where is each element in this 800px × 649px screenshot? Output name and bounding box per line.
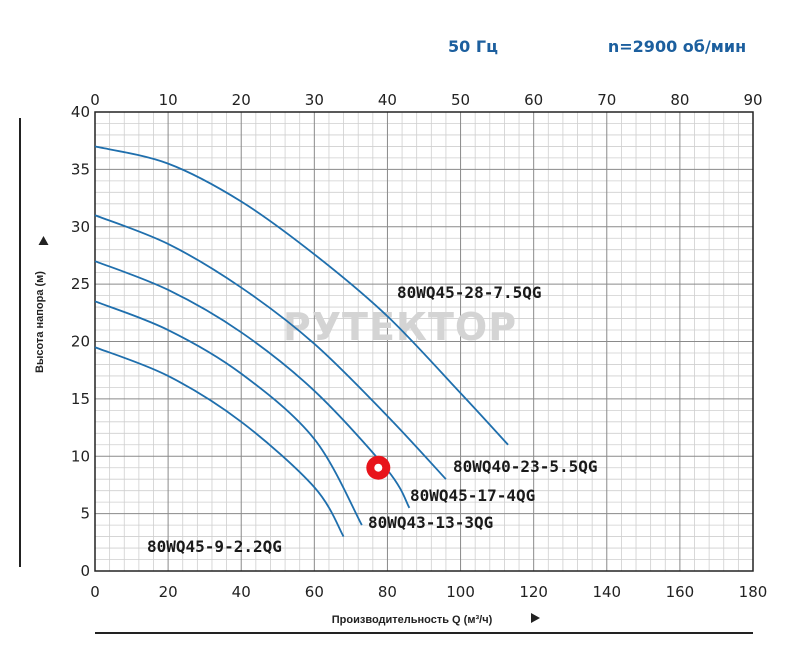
frequency-label: 50 Гц bbox=[448, 37, 498, 56]
x-axis-label: Производительность Q (м³/ч) bbox=[332, 614, 493, 626]
x-axis-arrow-icon bbox=[531, 613, 540, 623]
pump-curve bbox=[94, 260, 411, 509]
curve-label: 80WQ45-9-2.2QG bbox=[147, 537, 282, 556]
x-tick-label: 180 bbox=[739, 583, 768, 601]
x-top-tick-label: 30 bbox=[305, 91, 324, 109]
y-tick-label: 15 bbox=[71, 390, 90, 408]
x-top-tick-label: 20 bbox=[232, 91, 251, 109]
y-tick-label: 30 bbox=[71, 218, 90, 236]
x-tick-label: 160 bbox=[666, 583, 695, 601]
x-tick-label: 140 bbox=[592, 583, 621, 601]
speed-label: n=2900 об/мин bbox=[608, 37, 746, 56]
pump-curve bbox=[94, 214, 447, 480]
pump-curve bbox=[94, 145, 509, 446]
marker-inner bbox=[374, 463, 383, 472]
x-tick-label: 40 bbox=[232, 583, 251, 601]
pump-curve bbox=[94, 346, 345, 538]
curve-label: 80WQ45-17-4QG bbox=[410, 486, 535, 505]
x-tick-label: 80 bbox=[378, 583, 397, 601]
curve-label: 80WQ40-23-5.5QG bbox=[453, 457, 598, 476]
y-tick-label: 40 bbox=[71, 103, 90, 121]
plot-frame bbox=[94, 111, 754, 572]
operating-point-marker bbox=[366, 455, 391, 480]
x-top-tick-label: 40 bbox=[378, 91, 397, 109]
y-tick-label: 0 bbox=[80, 562, 90, 580]
curve-label: 80WQ43-13-3QG bbox=[368, 513, 493, 532]
x-top-tick-label: 70 bbox=[597, 91, 616, 109]
y-tick-label: 25 bbox=[71, 275, 90, 293]
pump-curve-labels: 80WQ45-28-7.5QG 80WQ40-23-5.5QG 80WQ45-17-… bbox=[147, 283, 598, 556]
pump-curve bbox=[94, 300, 363, 526]
y-axis-ticks: 0 5 10 15 20 25 30 35 40 bbox=[71, 103, 90, 580]
x-tick-label: 20 bbox=[159, 583, 178, 601]
x-tick-label: 0 bbox=[90, 583, 100, 601]
x-top-tick-label: 10 bbox=[159, 91, 178, 109]
y-tick-label: 10 bbox=[71, 447, 90, 465]
y-tick-label: 35 bbox=[71, 160, 90, 178]
x-axis-top-ticks: 0 10 20 30 40 50 60 70 80 90 bbox=[90, 91, 762, 109]
x-tick-label: 60 bbox=[305, 583, 324, 601]
x-axis-ticks: 0 20 40 60 80 100 120 140 160 180 bbox=[90, 583, 767, 601]
watermark: РУТЕКТОР bbox=[283, 305, 517, 349]
curve-label: 80WQ45-28-7.5QG bbox=[397, 283, 542, 302]
x-top-tick-label: 0 bbox=[90, 91, 100, 109]
y-axis-arrow-icon bbox=[38, 236, 49, 245]
x-tick-label: 120 bbox=[519, 583, 548, 601]
x-top-tick-label: 50 bbox=[451, 91, 470, 109]
x-top-tick-label: 60 bbox=[524, 91, 543, 109]
x-tick-label: 100 bbox=[446, 583, 475, 601]
pump-curves bbox=[94, 145, 509, 538]
y-tick-label: 20 bbox=[71, 333, 90, 351]
y-tick-label: 5 bbox=[80, 505, 90, 523]
x-top-tick-label: 80 bbox=[670, 91, 689, 109]
x-top-tick-label: 90 bbox=[743, 91, 762, 109]
y-axis-label: Высота напора (м) bbox=[34, 271, 46, 373]
